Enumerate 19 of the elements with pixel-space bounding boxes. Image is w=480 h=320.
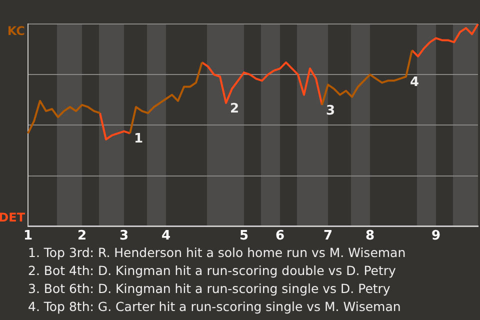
text: DET [0, 210, 26, 225]
text: 4. Top 8th: G. Carter hit a run-scoring single vs M. Wiseman [28, 298, 402, 316]
x-tick-label: 2 [77, 228, 87, 244]
text: 3. Bot 6th: D. Kingman hit a run-scoring single vs D. Petry [28, 280, 392, 298]
annotation: 2 [230, 101, 240, 116]
text: KC [7, 24, 26, 38]
x-tick-label: 1 [23, 228, 33, 244]
x-tick-label: 6 [275, 228, 285, 244]
x-tick-label: 4 [161, 228, 171, 244]
text: 2. Bot 4th: D. Kingman hit a run-scoring double vs D. Petry [28, 262, 397, 280]
annotation: 4 [410, 75, 420, 90]
x-tick-label: 3 [119, 228, 129, 244]
x-tick-label: 5 [239, 228, 249, 244]
annotation: 3 [326, 103, 336, 118]
x-tick-label: 8 [365, 228, 375, 244]
annotation: 1 [134, 132, 144, 147]
text: 1. Top 3rd: R. Henderson hit a solo home run vs M. Wiseman [28, 244, 406, 262]
x-tick-label: 9 [431, 228, 441, 244]
x-tick-label: 7 [323, 228, 333, 244]
